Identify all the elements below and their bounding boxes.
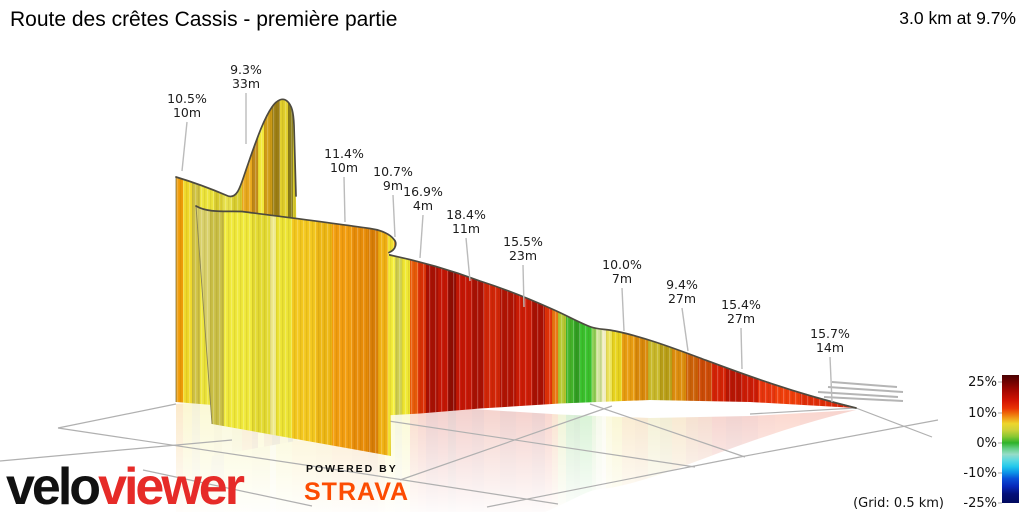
segment-label: 11.4% 10m xyxy=(324,146,364,175)
segment-label: 9.3% 33m xyxy=(230,62,262,91)
ribbon-wall-middle-texture xyxy=(196,206,396,456)
legend-tick-10: 10% xyxy=(968,406,997,421)
ribbon-skyline-start xyxy=(175,98,297,198)
segment-leader-line xyxy=(621,287,625,332)
reflection-fade xyxy=(0,397,1024,512)
legend-tick-minus10: -10% xyxy=(963,466,997,481)
segment-leader-line xyxy=(465,237,471,282)
segment-leader-line xyxy=(181,121,188,172)
legend-colorbar xyxy=(1002,375,1019,503)
branding: veloviewer POWERED BY STRAVA xyxy=(6,458,409,512)
segment-label: 10.5% 10m xyxy=(167,91,207,120)
legend-grid-note: (Grid: 0.5 km) xyxy=(853,496,944,511)
segment-leader-line xyxy=(392,194,396,238)
segment-summary: 3.0 km at 9.7% xyxy=(899,8,1016,28)
strava-logo: STRAVA xyxy=(304,478,409,506)
segment-label: 16.9% 4m xyxy=(403,184,443,213)
segment-label: 15.7% 14m xyxy=(810,326,850,355)
legend-tick-25: 25% xyxy=(968,375,997,390)
page-title: Route des crêtes Cassis - première parti… xyxy=(10,8,398,31)
segment-leader-line xyxy=(740,327,743,370)
segment-label: 10.0% 7m xyxy=(602,257,642,286)
veloviewer-logo: veloviewer xyxy=(6,458,245,512)
gradient-legend: 25% 10% 0% -10% -25% (Grid: 0.5 km) xyxy=(853,375,1019,511)
ribbon-edge xyxy=(195,205,213,425)
ribbon-skyline-end xyxy=(384,253,857,409)
segment-leader-line xyxy=(343,176,346,223)
segment-label: 15.4% 27m xyxy=(721,297,761,326)
segment-labels: 10.5% 10m 9.3% 33m 11.4% 10m 10.7% 9m 16.9% 4m18.… xyxy=(167,62,850,403)
legend-tick-minus25: -25% xyxy=(963,496,997,511)
segment-label: 15.5% 23m xyxy=(503,234,543,263)
legend-tick-0: 0% xyxy=(976,436,997,451)
segment-leader-line xyxy=(419,214,424,259)
segment-leader-line xyxy=(829,356,833,403)
ribbon-wall-end-texture xyxy=(385,254,856,416)
segment-label: 9.4% 27m xyxy=(666,277,698,306)
segment-leader-line xyxy=(522,264,525,308)
segment-label: 10.7% 9m xyxy=(373,164,413,193)
elevation-ribbon xyxy=(175,98,857,456)
segment-leader-line xyxy=(681,307,689,352)
ribbon-skyline-middle xyxy=(195,205,397,254)
powered-by-label: POWERED BY xyxy=(306,463,398,475)
segment-label: 18.4% 11m xyxy=(446,207,486,236)
